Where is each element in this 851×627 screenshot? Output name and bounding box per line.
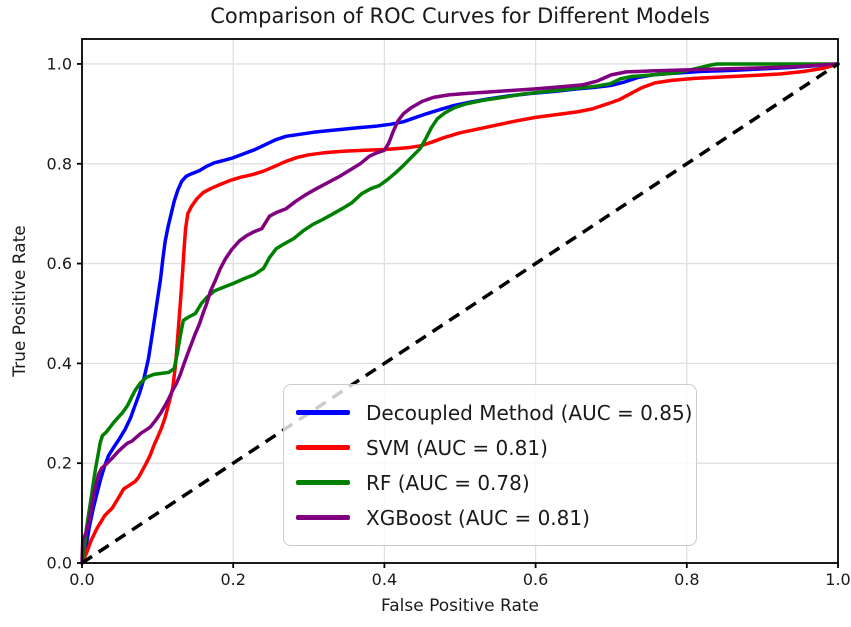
legend-line-swatch-blue (296, 410, 350, 415)
legend-label: XGBoost (AUC = 0.81) (366, 505, 590, 530)
roc-curve-xgboost (80, 62, 840, 565)
legend-entry-rf: RF (AUC = 0.78) (296, 465, 682, 500)
legend-label: SVM (AUC = 0.81) (366, 435, 548, 460)
legend-line-swatch-red (296, 445, 350, 450)
y-tick-label: 0.0 (47, 554, 72, 573)
y-tick-label: 1.0 (47, 54, 72, 73)
legend: Decoupled Method (AUC = 0.85) SVM (AUC =… (283, 384, 697, 546)
x-tick-label: 0.6 (523, 570, 548, 589)
chart-title: Comparison of ROC Curves for Different M… (210, 4, 710, 28)
x-axis-label: False Positive Rate (381, 596, 539, 616)
axes-frame (81, 38, 839, 564)
y-tick-label: 0.2 (47, 454, 72, 473)
roc-curve-svm (80, 62, 840, 565)
x-tick-label: 0.8 (674, 570, 699, 589)
chance-diagonal-line (81, 62, 839, 565)
x-tick-label: 0.4 (372, 570, 397, 589)
legend-entry-xgboost: XGBoost (AUC = 0.81) (296, 500, 682, 535)
x-tick-label: 1.0 (825, 570, 850, 589)
legend-label: Decoupled Method (AUC = 0.85) (366, 400, 693, 425)
legend-entry-decoupled-method: Decoupled Method (AUC = 0.85) (296, 395, 692, 430)
axis-ticks: 0.0 0.2 0.4 0.6 0.8 1.0 0.0 0.2 0.4 0.6 0.8 1.0 (47, 54, 851, 589)
y-tick-label: 0.6 (47, 254, 72, 273)
x-tick-label: 0.0 (69, 570, 94, 589)
legend-label: RF (AUC = 0.78) (366, 470, 530, 495)
roc-curve-rf (80, 62, 840, 565)
roc-curves (80, 62, 840, 565)
y-tick-label: 0.8 (47, 154, 72, 173)
x-tick-label: 0.2 (220, 570, 245, 589)
legend-entry-svm: SVM (AUC = 0.81) (296, 430, 682, 465)
gridlines (82, 39, 838, 563)
legend-line-swatch-green (296, 480, 350, 485)
y-tick-label: 0.4 (47, 354, 72, 373)
legend-line-swatch-purple (296, 515, 350, 520)
